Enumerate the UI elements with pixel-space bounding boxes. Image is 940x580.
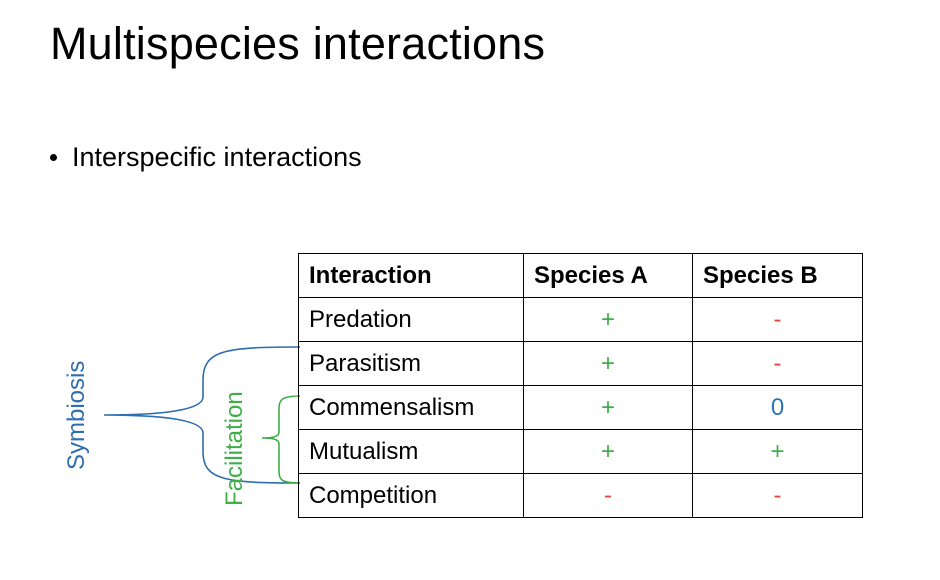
header-interaction: Interaction bbox=[298, 253, 524, 298]
species-b-effect: - bbox=[692, 473, 863, 518]
header-species-a: Species A bbox=[523, 253, 693, 298]
interaction-name: Mutualism bbox=[298, 429, 524, 474]
bullet-item: Interspecific interactions bbox=[50, 142, 362, 173]
interaction-name: Commensalism bbox=[298, 385, 524, 430]
interaction-name: Competition bbox=[298, 473, 524, 518]
table-row: Mutualism + + bbox=[298, 429, 863, 474]
interaction-name: Predation bbox=[298, 297, 524, 342]
header-species-b: Species B bbox=[692, 253, 863, 298]
table-row: Parasitism + - bbox=[298, 341, 863, 386]
species-a-effect: + bbox=[523, 429, 693, 474]
species-a-effect: - bbox=[523, 473, 693, 518]
bullet-text: Interspecific interactions bbox=[72, 142, 362, 172]
symbiosis-label: Symbiosis bbox=[63, 360, 90, 470]
species-b-effect: - bbox=[692, 341, 863, 386]
species-a-effect: + bbox=[523, 341, 693, 386]
species-b-effect: + bbox=[692, 429, 863, 474]
facilitation-label: Facilitation bbox=[221, 391, 248, 506]
interactions-table: Interaction Species A Species B Predatio… bbox=[298, 253, 863, 518]
table-row: Predation + - bbox=[298, 297, 863, 342]
symbiosis-bracket bbox=[103, 346, 301, 484]
species-b-effect: - bbox=[692, 297, 863, 342]
table-row: Commensalism + 0 bbox=[298, 385, 863, 430]
slide-title: Multispecies interactions bbox=[50, 18, 546, 69]
species-a-effect: + bbox=[523, 385, 693, 430]
table-header-row: Interaction Species A Species B bbox=[298, 253, 863, 298]
facilitation-bracket bbox=[261, 395, 301, 484]
interaction-name: Parasitism bbox=[298, 341, 524, 386]
species-a-effect: + bbox=[523, 297, 693, 342]
table-row: Competition - - bbox=[298, 473, 863, 518]
species-b-effect: 0 bbox=[692, 385, 863, 430]
bullet-dot-icon bbox=[50, 154, 57, 161]
